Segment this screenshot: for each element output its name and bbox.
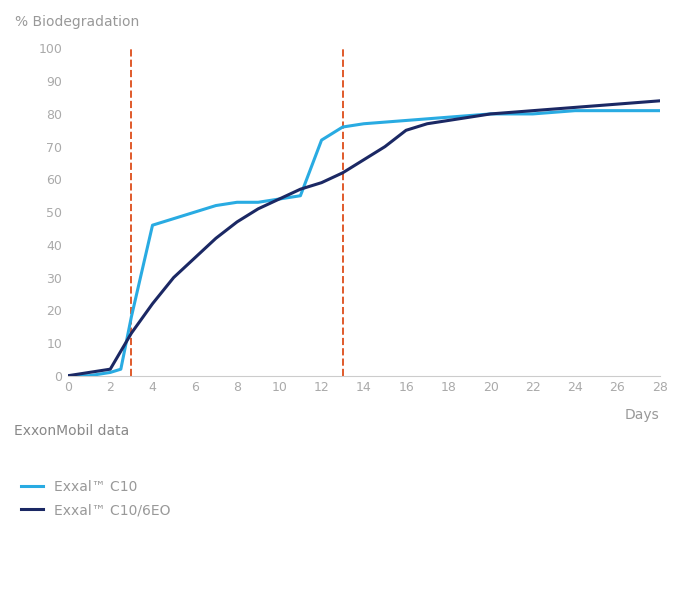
Legend: Exxal™ C10, Exxal™ C10/6EO: Exxal™ C10, Exxal™ C10/6EO (20, 479, 171, 518)
Text: % Biodegradation: % Biodegradation (15, 15, 139, 29)
Text: ExxonMobil data: ExxonMobil data (14, 424, 129, 438)
Text: Days: Days (625, 408, 660, 422)
